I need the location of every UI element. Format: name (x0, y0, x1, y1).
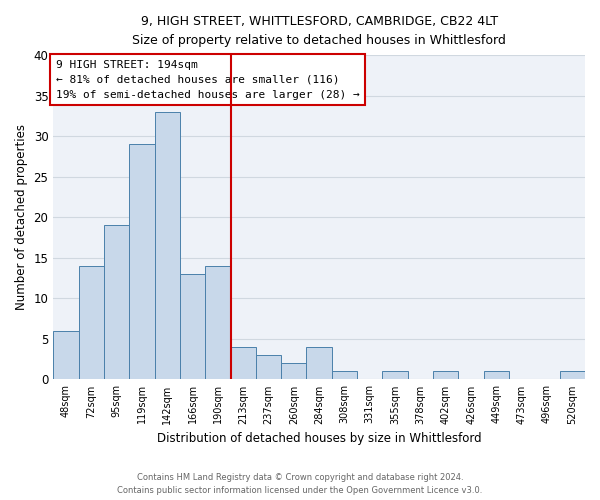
Bar (53, 331, 79, 380)
Bar (433, 372, 458, 380)
Bar (104, 226, 129, 380)
Bar (256, 355, 281, 380)
Bar (79, 266, 104, 380)
Bar (307, 347, 332, 380)
Bar (484, 372, 509, 380)
Bar (281, 363, 307, 380)
Bar (180, 274, 205, 380)
Bar (205, 266, 230, 380)
Text: 9 HIGH STREET: 194sqm
← 81% of detached houses are smaller (116)
19% of semi-det: 9 HIGH STREET: 194sqm ← 81% of detached … (56, 60, 360, 100)
Bar (129, 144, 155, 380)
Bar (382, 372, 408, 380)
Title: 9, HIGH STREET, WHITTLESFORD, CAMBRIDGE, CB22 4LT
Size of property relative to d: 9, HIGH STREET, WHITTLESFORD, CAMBRIDGE,… (132, 15, 506, 47)
Bar (332, 372, 357, 380)
Y-axis label: Number of detached properties: Number of detached properties (15, 124, 28, 310)
X-axis label: Distribution of detached houses by size in Whittlesford: Distribution of detached houses by size … (157, 432, 481, 445)
Bar (230, 347, 256, 380)
Bar (155, 112, 180, 380)
Bar (560, 372, 585, 380)
Text: Contains HM Land Registry data © Crown copyright and database right 2024.
Contai: Contains HM Land Registry data © Crown c… (118, 474, 482, 495)
